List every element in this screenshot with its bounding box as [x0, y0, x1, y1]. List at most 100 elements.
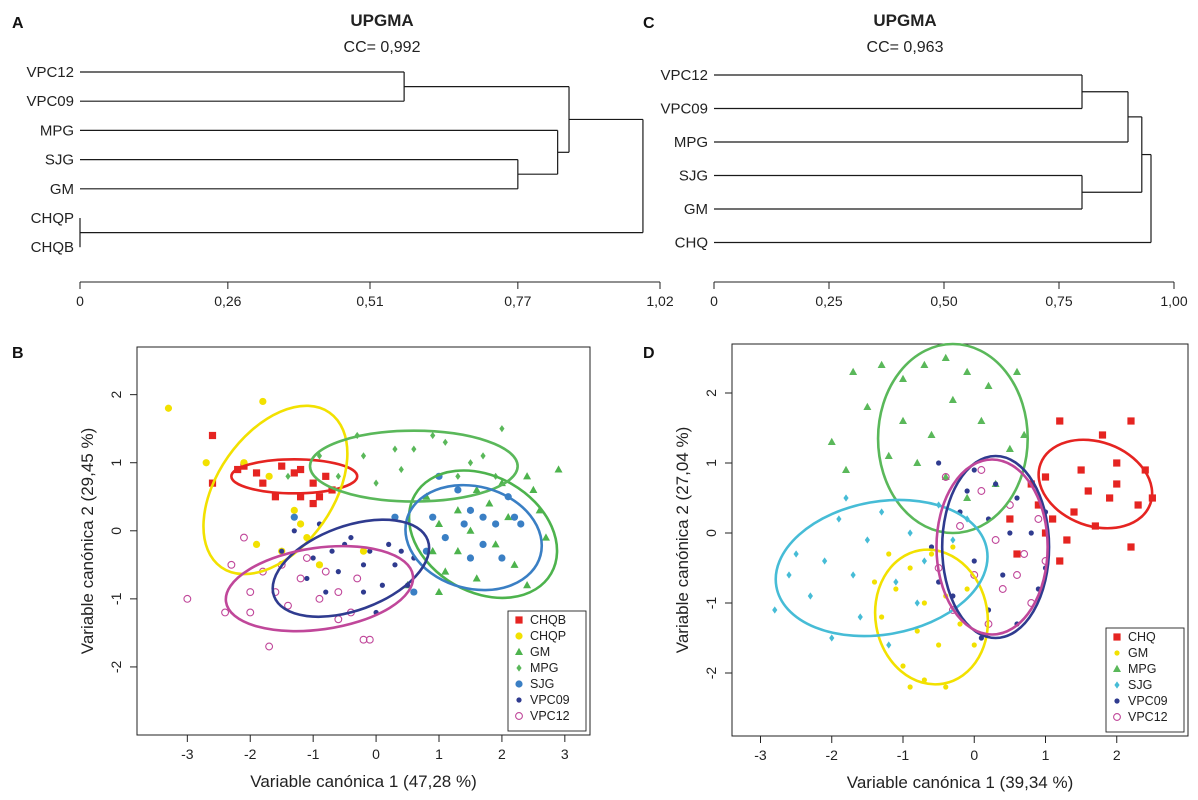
data-point-chqp [296, 520, 305, 528]
leaf-label-vpc12: VPC12 [26, 64, 74, 81]
data-point-gm [921, 600, 927, 606]
legend-marker-gm [1114, 650, 1120, 656]
panel-letter-c: C [643, 15, 655, 32]
data-point-chq [1041, 529, 1050, 537]
dendrogram-c: VPC12 VPC09 MPG SJG GM CHQ 0 0,25 0,50 0,75 1,00 [660, 67, 1187, 309]
leaf-label-vpc12: VPC12 [660, 67, 708, 84]
data-point-vpc12 [315, 594, 324, 603]
data-point-mpg [963, 493, 972, 501]
x-tick-label: -1 [307, 746, 320, 762]
data-point-sjg [879, 508, 885, 516]
x-tick-label: 3 [561, 746, 569, 762]
data-point-chqp [259, 397, 267, 406]
data-point-chqb [290, 469, 298, 477]
data-point-chq [1063, 536, 1071, 544]
data-point-chq [1127, 543, 1135, 551]
data-point-sjg [893, 578, 899, 586]
legend-label-chq: CHQ [1128, 630, 1156, 644]
legend-marker-mpg [516, 664, 522, 672]
data-point-mpg [849, 367, 858, 375]
data-point-gm [943, 684, 949, 690]
legend-marker-chqb [515, 616, 523, 624]
data-point-chqb [315, 493, 324, 501]
data-point-sjg [492, 520, 500, 528]
series-vpc09 [279, 521, 417, 616]
data-point-chqp [265, 472, 273, 480]
x-tick-label: 0 [372, 746, 380, 762]
data-point-chq [1049, 515, 1057, 523]
data-point-chq [1084, 487, 1092, 495]
data-point-vpc12 [998, 585, 1007, 593]
data-point-sjg [441, 533, 449, 542]
data-point-vpc12 [353, 574, 362, 583]
legend-label-sjg: SJG [530, 677, 554, 691]
leaf-label-gm: GM [50, 181, 74, 198]
data-point-mpg [442, 438, 448, 446]
data-point-mpg [863, 402, 872, 410]
data-point-chqp [164, 404, 173, 412]
legend-marker-chq [1113, 633, 1121, 641]
data-point-gm [453, 547, 462, 555]
data-point-chqb [309, 499, 317, 508]
ellipse-sjg [404, 483, 544, 592]
y-tick-label: -2 [703, 667, 719, 680]
data-point-gm [523, 581, 532, 589]
data-point-vpc09 [360, 562, 367, 568]
ellipse-sjg [774, 498, 989, 638]
data-point-sjg [807, 592, 813, 600]
data-point-chqb [296, 493, 305, 501]
data-point-chq [1006, 515, 1014, 523]
data-point-vpc12 [977, 466, 986, 474]
ellipse-vpc12 [935, 458, 1049, 636]
data-point-chq [1056, 417, 1064, 425]
ellipse-gm [873, 548, 990, 686]
data-point-vpc12 [183, 594, 192, 603]
data-point-mpg [316, 452, 323, 460]
legend-label-mpg: MPG [530, 661, 558, 675]
data-point-vpc09 [360, 589, 367, 595]
data-point-mpg [984, 381, 993, 389]
legend-box [507, 610, 587, 732]
data-point-sjg [950, 536, 956, 544]
data-point-vpc12 [265, 642, 274, 651]
data-point-gm [964, 586, 970, 592]
data-point-sjg [886, 641, 892, 649]
data-point-vpc12 [246, 608, 255, 617]
series-mpg [285, 425, 505, 487]
data-point-vpc09 [1014, 495, 1020, 501]
data-point-vpc12 [365, 635, 374, 644]
data-point-chq [1127, 417, 1135, 425]
panel-a-subtitle: CC= 0,992 [344, 39, 421, 56]
y-axis-title: Variable canónica 2 (29,45 %) [78, 428, 97, 655]
leaf-label-sjg: SJG [679, 168, 708, 185]
x-tick-label: 2 [1113, 747, 1121, 763]
legend-label-vpc09: VPC09 [530, 693, 570, 707]
data-point-vpc09 [1028, 530, 1034, 536]
x-tick-label: 0,75 [1045, 293, 1072, 309]
x-axis-title: Variable canónica 1 (39,34 %) [847, 773, 1074, 792]
data-point-gm [900, 663, 906, 669]
y-tick-label: 1 [108, 459, 124, 467]
ellipse-vpc09 [271, 518, 431, 619]
series-chqb [208, 431, 336, 508]
data-point-gm [441, 567, 450, 575]
data-point-vpc09 [304, 575, 310, 582]
data-point-gm [491, 540, 500, 548]
x-axis-title: Variable canónica 1 (47,28 %) [250, 772, 477, 791]
data-point-mpg [1005, 444, 1014, 452]
x-tick-label: 1 [435, 746, 443, 762]
legend-marker-mpg [1113, 664, 1121, 672]
ellipse-vpc09 [940, 454, 1051, 640]
x-tick-label: -1 [897, 747, 910, 763]
ellipse-mpg [876, 342, 1029, 535]
data-point-gm [957, 621, 963, 627]
x-tick-label: -2 [826, 747, 839, 763]
data-point-vpc09 [329, 548, 335, 554]
legend-label-sjg: SJG [1128, 678, 1152, 692]
data-point-chqb [271, 493, 280, 501]
data-point-chq [1056, 557, 1064, 565]
ellipse-mpg [308, 429, 519, 503]
data-point-vpc09 [386, 541, 392, 548]
data-point-gm [428, 547, 437, 555]
